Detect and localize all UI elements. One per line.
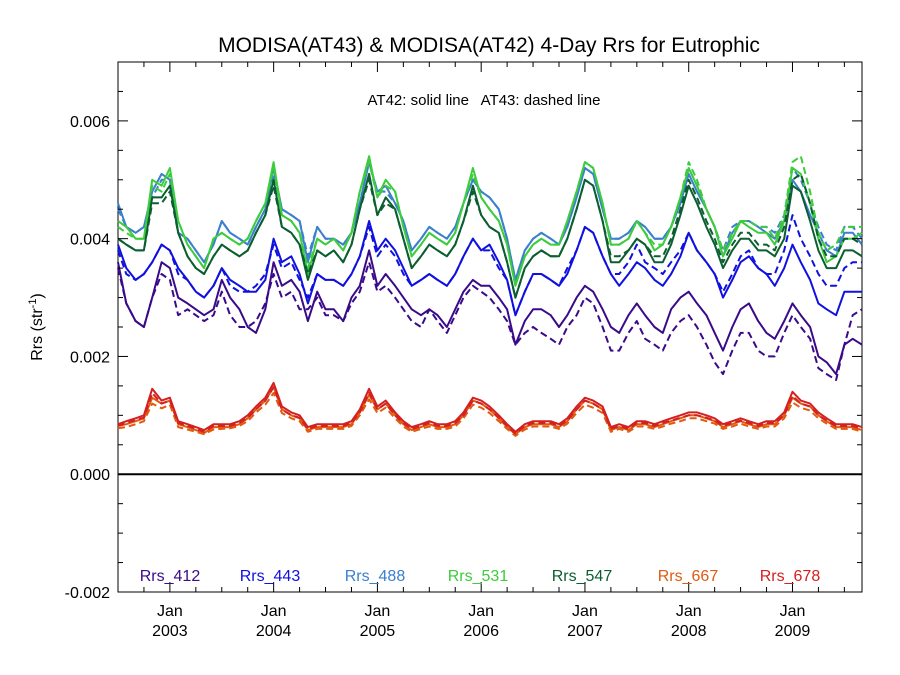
series-line-rrs-443-solid (117, 220, 862, 317)
legend-entry-rrs-547: Rrs_547 (552, 568, 613, 585)
line-style-annotation: AT42: solid line AT43: dashed line (368, 92, 601, 109)
series-line-rrs-678-solid (117, 381, 863, 433)
series-line-rrs-412-dashed (117, 261, 863, 381)
x-tick-label-year: 2003 (152, 623, 188, 640)
x-tick-label-month: Jan (365, 603, 391, 620)
y-tick-label: 0.004 (70, 232, 110, 249)
x-tick-label-month: Jan (468, 603, 494, 620)
chart-title: MODISA(AT43) & MODISA(AT42) 4-Day Rrs fo… (218, 34, 760, 57)
series-group (117, 155, 863, 437)
y-tick-label: 0.002 (70, 349, 110, 366)
x-tick-label-month: Jan (572, 603, 598, 620)
legend-entry-rrs-531: Rrs_531 (448, 568, 509, 585)
series-line-rrs-443-dashed (117, 214, 862, 317)
legend-entry-rrs-488: Rrs_488 (345, 568, 406, 585)
x-tick-label-month: Jan (780, 603, 806, 620)
y-tick-label: -0.002 (65, 585, 110, 602)
series-line-rrs-412-solid (117, 249, 863, 376)
legend-entry-rrs-678: Rrs_678 (760, 568, 821, 585)
series-line-rrs-531-dashed (117, 155, 862, 287)
x-tick-label-month: Jan (676, 603, 702, 620)
y-axis-label: Rrs (str-1) (27, 293, 46, 361)
x-tick-label-month: Jan (261, 603, 287, 620)
x-tick-label-year: 2006 (463, 623, 499, 640)
y-axis-label-superscript: -1 (27, 299, 39, 309)
x-tick-label-year: 2005 (360, 623, 396, 640)
y-tick-label: 0.006 (70, 114, 110, 131)
series-line-rrs-488-solid (117, 161, 863, 281)
legend-entry-rrs-443: Rrs_443 (240, 568, 301, 585)
axes-group: -0.002 0.000 0.002 0.004 0.006 Jan 2003 Jan 2004… (65, 61, 862, 640)
series-line-rrs-678-dashed (117, 386, 863, 435)
x-tick-label-year: 2008 (671, 623, 707, 640)
series-line-rrs-667-dashed (117, 392, 863, 437)
x-tick-label-year: 2009 (775, 623, 811, 640)
series-line-rrs-547-solid (117, 172, 863, 299)
x-tick-label-year: 2007 (567, 623, 603, 640)
series-line-rrs-488-dashed (117, 161, 863, 281)
plot-frame (117, 61, 863, 593)
x-tick-label-month: Jan (157, 603, 183, 620)
legend-entry-rrs-667: Rrs_667 (658, 568, 719, 585)
legend: Rrs_412 Rrs_443 Rrs_488 Rrs_531 Rrs_547 Rrs_6… (140, 568, 821, 585)
y-tick-label: 0.000 (70, 467, 110, 484)
legend-entry-rrs-412: Rrs_412 (140, 568, 201, 585)
x-tick-label-year: 2004 (256, 623, 292, 640)
y-axis-label-close: ) (29, 293, 46, 298)
y-axis-label-main: Rrs (str (29, 308, 46, 361)
